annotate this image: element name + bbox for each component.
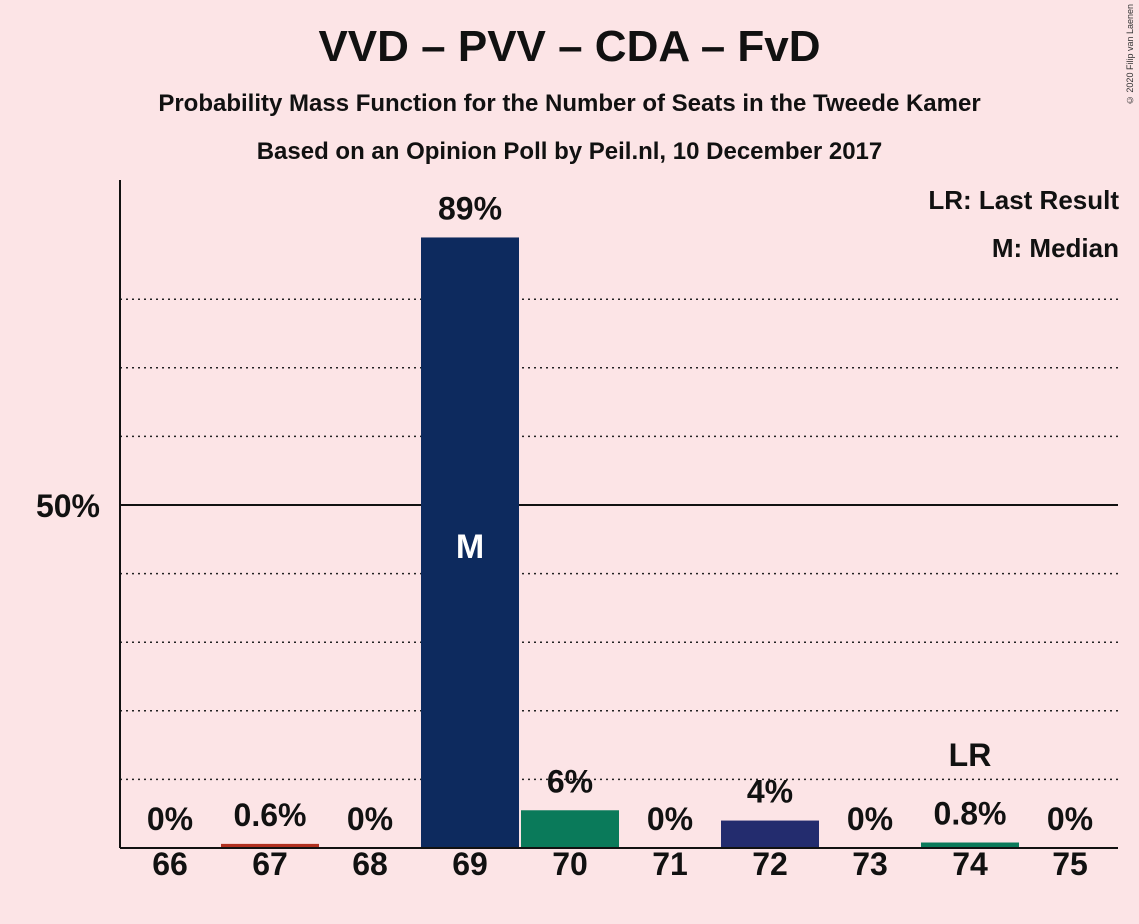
- bar: [221, 843, 319, 848]
- x-tick-label: 73: [852, 846, 888, 882]
- x-tick-label: 66: [152, 846, 188, 882]
- bar-value-label: 0.6%: [234, 797, 307, 833]
- x-tick-label: 75: [1052, 846, 1088, 882]
- bar: [421, 237, 519, 848]
- chart-source-subtitle: Based on an Opinion Poll by Peil.nl, 10 …: [256, 138, 883, 165]
- bar-value-label: 0.8%: [934, 796, 1007, 832]
- x-tick-label: 70: [552, 846, 588, 882]
- bar: [521, 810, 619, 848]
- chart-subtitle: Probability Mass Function for the Number…: [158, 90, 981, 117]
- bar-value-label: 0%: [147, 801, 193, 837]
- legend-last-result: LR: Last Result: [928, 185, 1119, 215]
- bar-value-label: 0%: [647, 801, 693, 837]
- y-tick-label: 50%: [36, 488, 100, 524]
- chart-title: VVD – PVV – CDA – FvD: [318, 22, 821, 71]
- legend-median: M: Median: [991, 233, 1119, 263]
- last-result-marker: LR: [949, 737, 992, 773]
- bar-value-label: 89%: [438, 190, 502, 226]
- x-tick-label: 74: [952, 846, 988, 882]
- x-tick-label: 67: [252, 846, 288, 882]
- bar-value-label: 4%: [747, 774, 793, 810]
- bar-value-label: 6%: [547, 763, 593, 799]
- bar: [721, 820, 819, 848]
- bar-value-label: 0%: [347, 801, 393, 837]
- x-tick-label: 71: [652, 846, 688, 882]
- bar-value-label: 0%: [1047, 801, 1093, 837]
- x-tick-label: 69: [452, 846, 488, 882]
- bar: [921, 842, 1019, 848]
- median-marker: M: [456, 528, 484, 566]
- bar-value-label: 0%: [847, 801, 893, 837]
- x-tick-label: 68: [352, 846, 388, 882]
- x-tick-label: 72: [752, 846, 788, 882]
